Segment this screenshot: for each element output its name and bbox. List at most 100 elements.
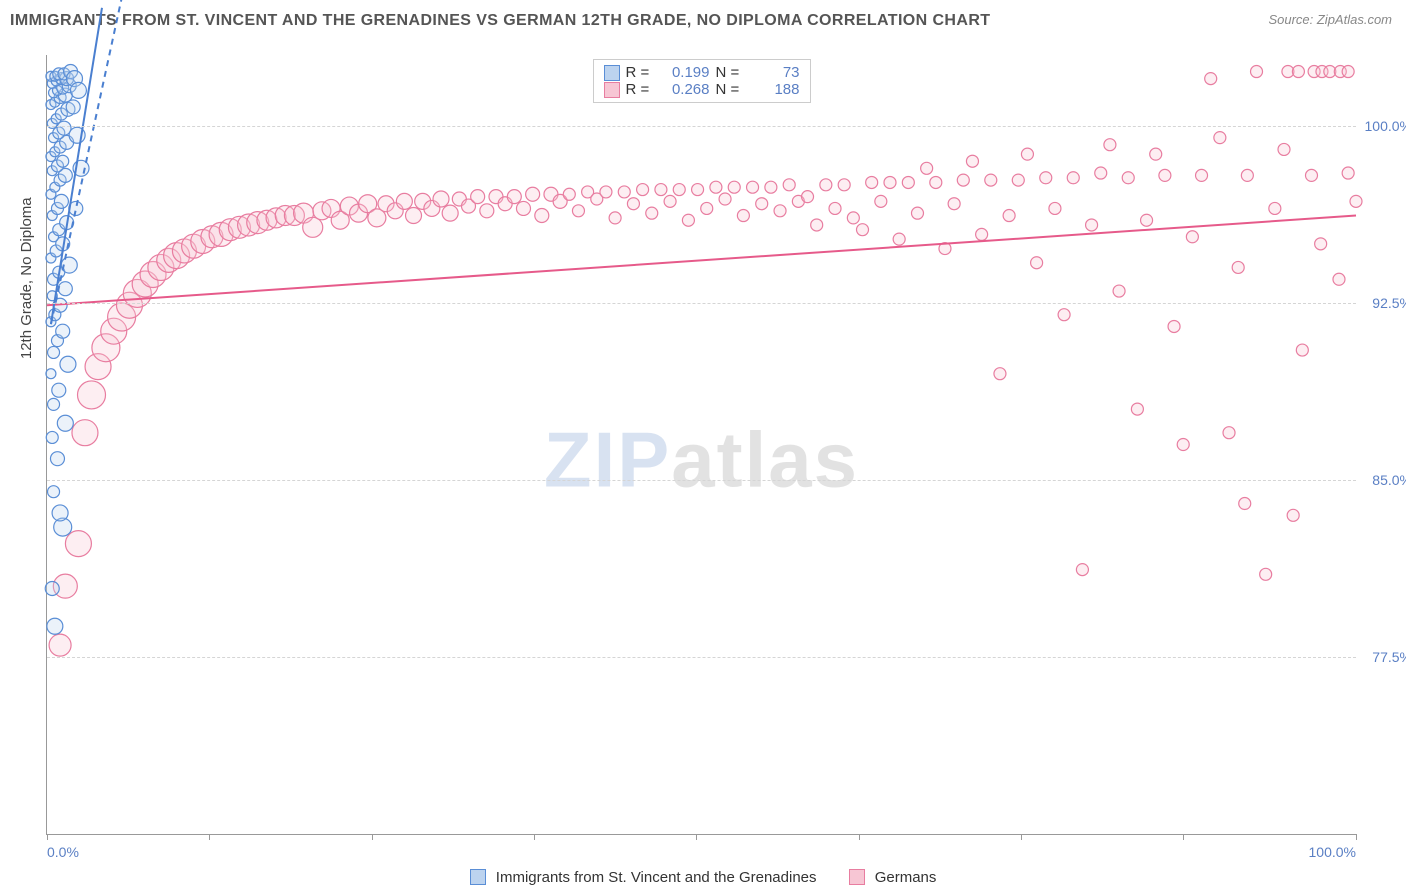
x-tick — [1356, 834, 1357, 840]
point-series-b — [1049, 202, 1061, 214]
top-legend-n-label: N = — [716, 81, 746, 98]
point-series-a — [48, 486, 60, 498]
point-series-b — [1342, 167, 1354, 179]
top-legend-row: R =0.199N =73 — [604, 64, 800, 81]
top-legend-r-val: 0.199 — [662, 64, 710, 81]
point-series-b — [1067, 172, 1079, 184]
point-series-b — [78, 381, 106, 409]
point-series-b — [1278, 143, 1290, 155]
top-legend-swatch — [604, 65, 620, 81]
point-series-b — [609, 212, 621, 224]
point-series-b — [921, 162, 933, 174]
point-series-b — [433, 191, 449, 207]
point-series-b — [1214, 132, 1226, 144]
point-series-b — [507, 190, 521, 204]
y-axis-title: 12th Grade, No Diploma — [18, 197, 35, 359]
top-legend-swatch — [604, 82, 620, 98]
point-series-b — [774, 205, 786, 217]
point-series-b — [747, 181, 759, 193]
point-series-b — [783, 179, 795, 191]
x-tick — [47, 834, 48, 840]
point-series-b — [811, 219, 823, 231]
chart-title: IMMIGRANTS FROM ST. VINCENT AND THE GREN… — [10, 12, 990, 29]
point-series-b — [49, 634, 71, 656]
point-series-b — [471, 190, 485, 204]
point-series-b — [516, 201, 530, 215]
point-series-b — [1003, 210, 1015, 222]
top-legend-r-val: 0.268 — [662, 81, 710, 98]
gridline-h — [47, 657, 1356, 658]
point-series-b — [957, 174, 969, 186]
point-series-b — [618, 186, 630, 198]
point-series-b — [902, 176, 914, 188]
gridline-h — [47, 126, 1356, 127]
point-series-b — [655, 184, 667, 196]
point-series-a — [47, 618, 63, 634]
point-series-b — [728, 181, 740, 193]
point-series-b — [875, 195, 887, 207]
x-tick — [209, 834, 210, 840]
x-tick — [1183, 834, 1184, 840]
point-series-b — [72, 420, 98, 446]
point-series-b — [1177, 439, 1189, 451]
legend-label-a: Immigrants from St. Vincent and the Gren… — [496, 869, 817, 886]
point-series-a — [60, 356, 76, 372]
point-series-b — [1296, 344, 1308, 356]
gridline-h — [47, 303, 1356, 304]
top-legend-n-label: N = — [716, 64, 746, 81]
y-tick-label: 92.5% — [1362, 295, 1406, 311]
point-series-b — [1223, 427, 1235, 439]
chart-plot-area: ZIPatlas R =0.199N =73R =0.268N =188 77.… — [46, 55, 1356, 835]
point-series-b — [1241, 169, 1253, 181]
y-tick-label: 100.0% — [1362, 118, 1406, 134]
point-series-b — [1095, 167, 1107, 179]
point-series-b — [1186, 231, 1198, 243]
y-tick-label: 85.0% — [1362, 472, 1406, 488]
point-series-b — [646, 207, 658, 219]
point-series-b — [884, 176, 896, 188]
point-series-b — [526, 187, 540, 201]
point-series-a — [66, 100, 80, 114]
point-series-b — [756, 198, 768, 210]
point-series-b — [1012, 174, 1024, 186]
legend-entry-a: Immigrants from St. Vincent and the Gren… — [470, 869, 817, 886]
point-series-b — [1305, 169, 1317, 181]
point-series-b — [1269, 202, 1281, 214]
point-series-b — [1260, 568, 1272, 580]
point-series-b — [303, 217, 323, 237]
source-label: Source: ZipAtlas.com — [1268, 12, 1392, 27]
top-legend-n-val: 188 — [752, 81, 800, 98]
swatch-series-a — [470, 869, 486, 885]
point-series-b — [1292, 66, 1304, 78]
point-series-a — [52, 383, 66, 397]
point-series-b — [893, 233, 905, 245]
x-tick — [696, 834, 697, 840]
point-series-b — [1131, 403, 1143, 415]
point-series-b — [535, 209, 549, 223]
point-series-b — [829, 202, 841, 214]
point-series-b — [1205, 73, 1217, 85]
x-tick — [859, 834, 860, 840]
point-series-b — [1333, 273, 1345, 285]
point-series-b — [765, 181, 777, 193]
point-series-b — [985, 174, 997, 186]
point-series-a — [57, 415, 73, 431]
point-series-b — [710, 181, 722, 193]
point-series-b — [1159, 169, 1171, 181]
point-series-b — [719, 193, 731, 205]
y-tick-label: 77.5% — [1362, 649, 1406, 665]
point-series-b — [1168, 320, 1180, 332]
point-series-b — [1141, 214, 1153, 226]
x-tick — [534, 834, 535, 840]
point-series-a — [48, 398, 60, 410]
point-series-b — [563, 188, 575, 200]
point-series-b — [930, 176, 942, 188]
x-tick — [372, 834, 373, 840]
gridline-h — [47, 480, 1356, 481]
point-series-b — [627, 198, 639, 210]
point-series-b — [1315, 238, 1327, 250]
point-series-b — [948, 198, 960, 210]
x-tick-label: 0.0% — [47, 844, 79, 860]
point-series-b — [820, 179, 832, 191]
point-series-b — [692, 184, 704, 196]
